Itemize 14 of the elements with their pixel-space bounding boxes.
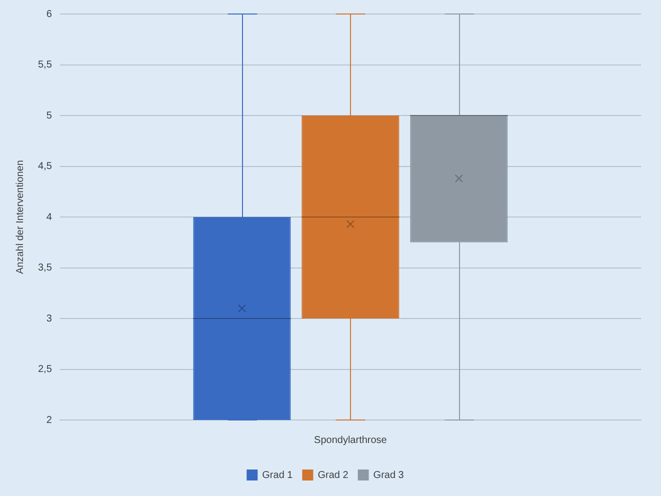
y-tick-label: 6 bbox=[46, 8, 52, 20]
x-tick-label: Spondylarthrose bbox=[314, 434, 388, 446]
y-tick-label: 2,5 bbox=[38, 364, 52, 375]
y-tick-label: 3,5 bbox=[38, 262, 52, 274]
y-tick-label: 3 bbox=[46, 313, 52, 324]
y-tick-label: 4 bbox=[46, 212, 52, 223]
legend-label: Grad 3 bbox=[373, 470, 404, 481]
y-axis-title: Anzahl der Interventionen bbox=[14, 160, 26, 274]
y-tick-label: 2 bbox=[46, 414, 52, 426]
y-tick-label: 5 bbox=[46, 110, 52, 122]
legend-label: Grad 1 bbox=[262, 470, 294, 481]
y-tick-label: 4,5 bbox=[38, 161, 52, 172]
legend-label: Grad 2 bbox=[318, 470, 349, 481]
y-tick-label: 5,5 bbox=[38, 60, 52, 70]
